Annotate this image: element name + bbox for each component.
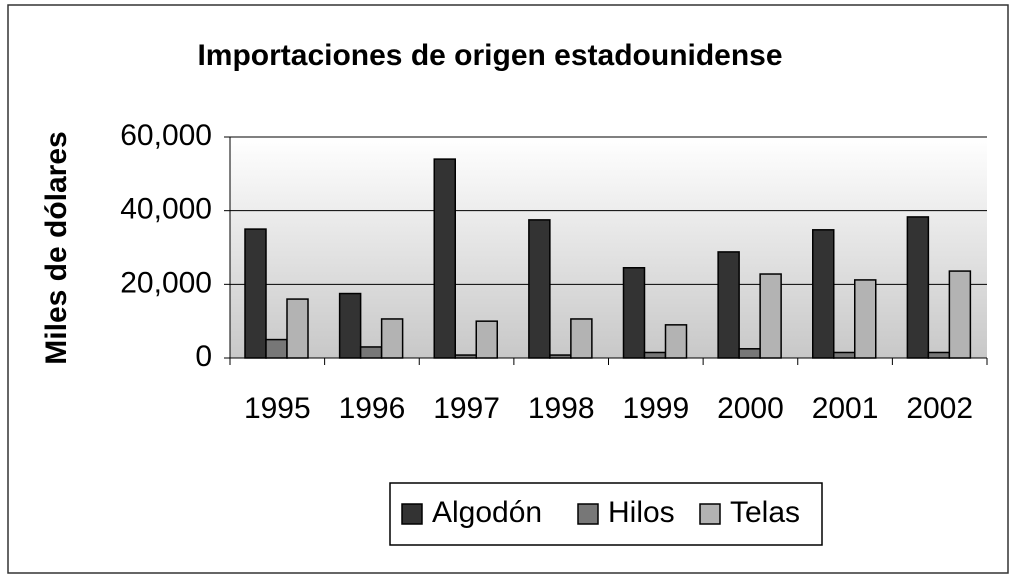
y-tick-label: 0 [195, 340, 212, 373]
x-tick-label: 2001 [812, 392, 879, 425]
bar [622, 267, 646, 359]
bar [717, 251, 740, 359]
bar [833, 351, 856, 359]
x-tick-label: 1996 [339, 392, 406, 425]
bar [528, 219, 551, 359]
bar [265, 338, 288, 359]
legend-label: Algodón [432, 496, 542, 529]
x-tick-label: 2000 [717, 392, 784, 425]
legend-swatch [577, 503, 599, 525]
bar [643, 351, 667, 359]
bar [948, 270, 972, 359]
y-axis-label: Miles de dólares [40, 131, 73, 364]
y-tick-label: 20,000 [120, 266, 212, 299]
bar [759, 273, 782, 359]
y-tick-label: 60,000 [120, 119, 212, 152]
chart-title: Importaciones de origen estadounidense [197, 39, 782, 72]
legend-label: Hilos [608, 496, 675, 529]
bar [338, 292, 362, 359]
bar [286, 298, 309, 359]
bar [738, 348, 761, 359]
bar [475, 320, 498, 359]
x-tick-label: 1999 [622, 392, 689, 425]
bar [433, 158, 456, 359]
legend-label: Telas [730, 496, 800, 529]
bar [812, 229, 835, 359]
bar [664, 324, 688, 359]
bar [906, 216, 930, 359]
y-tick-label: 40,000 [120, 193, 212, 226]
legend-swatch [699, 503, 721, 525]
x-tick-label: 1995 [244, 392, 311, 425]
bar [244, 228, 267, 359]
legend [389, 482, 823, 546]
bar [570, 318, 593, 359]
x-tick-label: 1997 [433, 392, 500, 425]
bar [854, 279, 877, 359]
bar [359, 346, 383, 359]
bar [927, 351, 951, 359]
bar [380, 318, 404, 359]
x-tick-label: 2002 [906, 392, 973, 425]
x-tick-label: 1998 [528, 392, 595, 425]
legend-swatch [401, 503, 423, 525]
